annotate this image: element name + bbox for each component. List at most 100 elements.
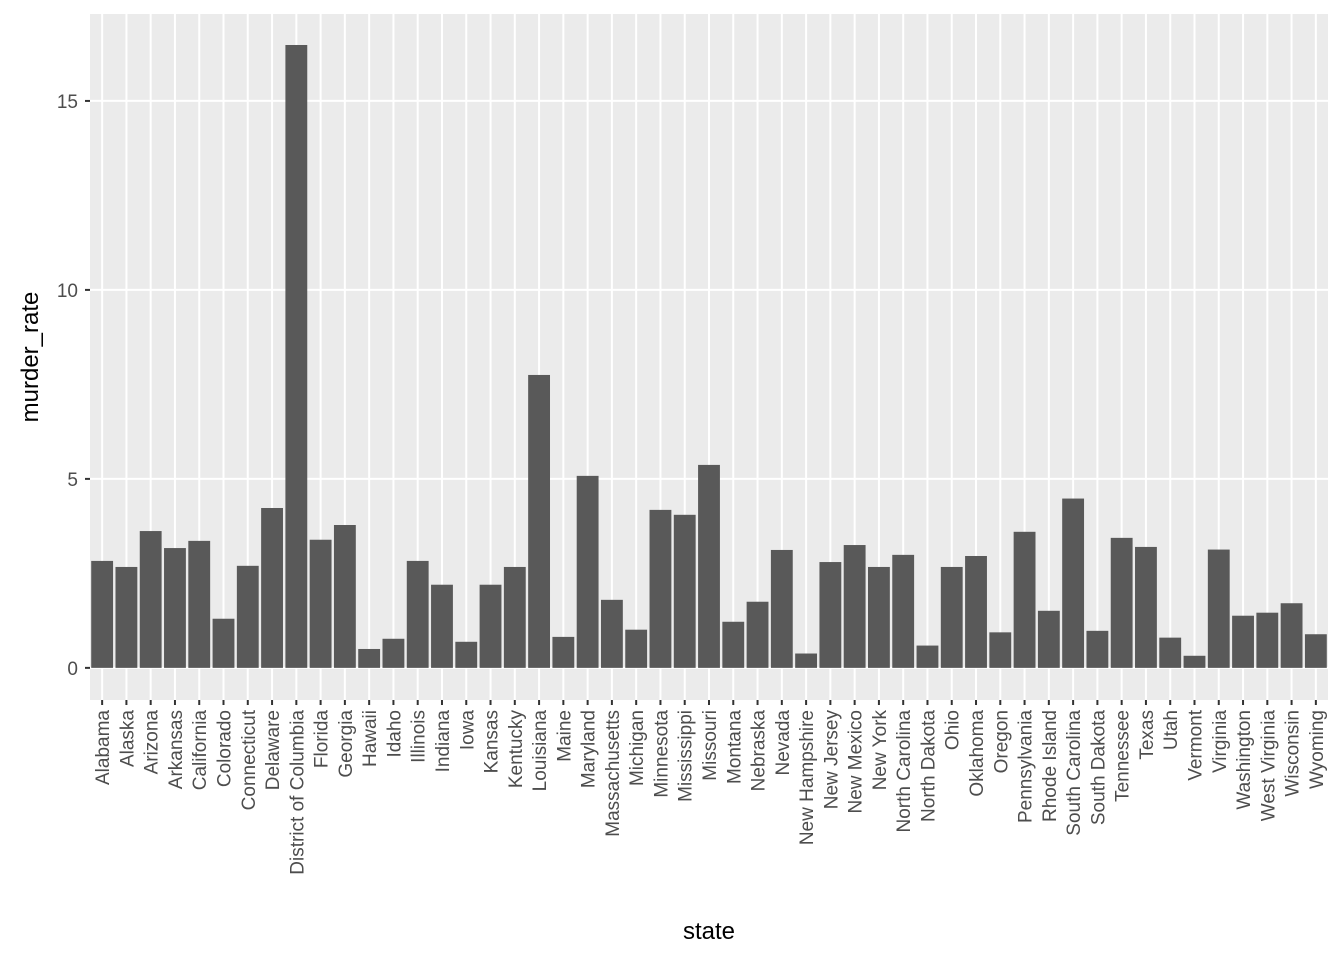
bar (1256, 612, 1279, 668)
bar (867, 566, 890, 668)
bar (115, 566, 138, 668)
x-tick-label: Massachusetts (603, 710, 624, 837)
x-axis-title: state (683, 918, 735, 945)
x-tick-label: Idaho (384, 710, 405, 758)
bar (1062, 498, 1085, 668)
x-tick-label: Texas (1137, 710, 1158, 760)
bar (1135, 546, 1157, 668)
bar (1110, 537, 1133, 668)
bar (1086, 630, 1109, 668)
x-tick-label: Kansas (482, 710, 503, 773)
x-tick-label: Oregon (991, 710, 1012, 773)
x-tick-label: South Carolina (1064, 710, 1085, 836)
bar (431, 584, 453, 668)
x-tick-label: Wyoming (1307, 710, 1328, 789)
x-tick-label: Maine (554, 710, 575, 762)
bar (625, 629, 648, 668)
bar (1232, 615, 1254, 668)
bar (1013, 531, 1036, 668)
bar (236, 565, 259, 668)
x-tick-label: Maryland (579, 710, 600, 788)
bar (819, 562, 842, 668)
bar (212, 618, 235, 668)
x-tick-label: Tennessee (1113, 710, 1134, 802)
x-tick-label: Indiana (433, 710, 454, 773)
x-tick-label: Georgia (336, 710, 357, 778)
bar (795, 653, 818, 668)
bar (698, 464, 720, 668)
x-tick-label: Arkansas (166, 710, 187, 789)
x-tick-label: Mississippi (676, 710, 697, 802)
x-tick-label: Virginia (1210, 710, 1231, 773)
bar (1037, 610, 1060, 668)
y-tick-label: 5 (67, 470, 78, 491)
y-tick-label: 0 (67, 659, 78, 680)
x-tick-label: North Carolina (894, 710, 915, 833)
x-tick-label: Iowa (457, 710, 478, 751)
x-tick-label: Utah (1161, 710, 1182, 750)
x-tick-label: North Dakota (918, 710, 939, 822)
bar (746, 601, 769, 668)
x-tick-label: Michigan (627, 710, 648, 786)
bar (770, 549, 793, 668)
bar (843, 545, 866, 668)
x-tick-label: Ohio (943, 710, 964, 750)
bar (139, 531, 162, 668)
x-tick-label: Missouri (700, 710, 721, 781)
bar (965, 555, 987, 668)
bar (164, 548, 186, 668)
x-tick-label: Nevada (773, 710, 794, 776)
x-tick-label: California (190, 710, 211, 791)
bar (916, 645, 939, 668)
x-tick-label: Hawaii (360, 710, 381, 767)
bar (479, 584, 502, 668)
x-tick-label: South Dakota (1088, 710, 1109, 826)
bar (358, 648, 381, 668)
bar (1183, 655, 1206, 668)
bar (722, 621, 745, 668)
y-axis-title: murder_rate (17, 292, 44, 423)
x-tick-label: Colorado (215, 710, 236, 787)
y-tick-label: 10 (57, 281, 78, 302)
bar (1159, 637, 1182, 668)
bar (528, 374, 551, 668)
x-tick-label: Florida (312, 710, 333, 769)
x-tick-label: Kentucky (506, 710, 527, 789)
bar (576, 475, 599, 668)
x-tick-label: Connecticut (239, 709, 260, 810)
bar (1207, 549, 1230, 668)
bar (1280, 603, 1303, 668)
x-tick-label: Alaska (117, 710, 138, 767)
x-tick-label: Washington (1234, 710, 1255, 810)
x-tick-label: Louisiana (530, 710, 551, 792)
bar (455, 641, 478, 668)
bar (333, 525, 356, 668)
x-tick-label: Arizona (142, 710, 163, 775)
bar (406, 560, 429, 668)
x-tick-label: Nebraska (749, 710, 770, 792)
bar (382, 638, 405, 668)
bar (285, 44, 308, 668)
x-tick-label: New York (870, 710, 891, 791)
bar (989, 632, 1012, 668)
bar (600, 599, 623, 668)
x-tick-label: Vermont (1185, 709, 1206, 780)
bar (309, 539, 332, 668)
x-tick-label: Wisconsin (1283, 710, 1304, 797)
bar (892, 554, 915, 668)
x-tick-label: West Virginia (1258, 710, 1279, 822)
x-tick-label: Oklahoma (967, 710, 988, 797)
bar (940, 566, 963, 668)
bar (552, 636, 575, 668)
x-tick-label: Alabama (93, 710, 114, 785)
bar (188, 540, 211, 668)
bar (649, 509, 672, 668)
bar (673, 514, 696, 668)
x-tick-label: New Hampshire (797, 710, 818, 845)
bar (91, 560, 114, 668)
x-tick-label: New Jersey (821, 710, 842, 810)
x-tick-label: Minnesota (651, 710, 672, 798)
x-tick-label: Illinois (409, 710, 430, 763)
x-tick-label: Montana (724, 710, 745, 784)
